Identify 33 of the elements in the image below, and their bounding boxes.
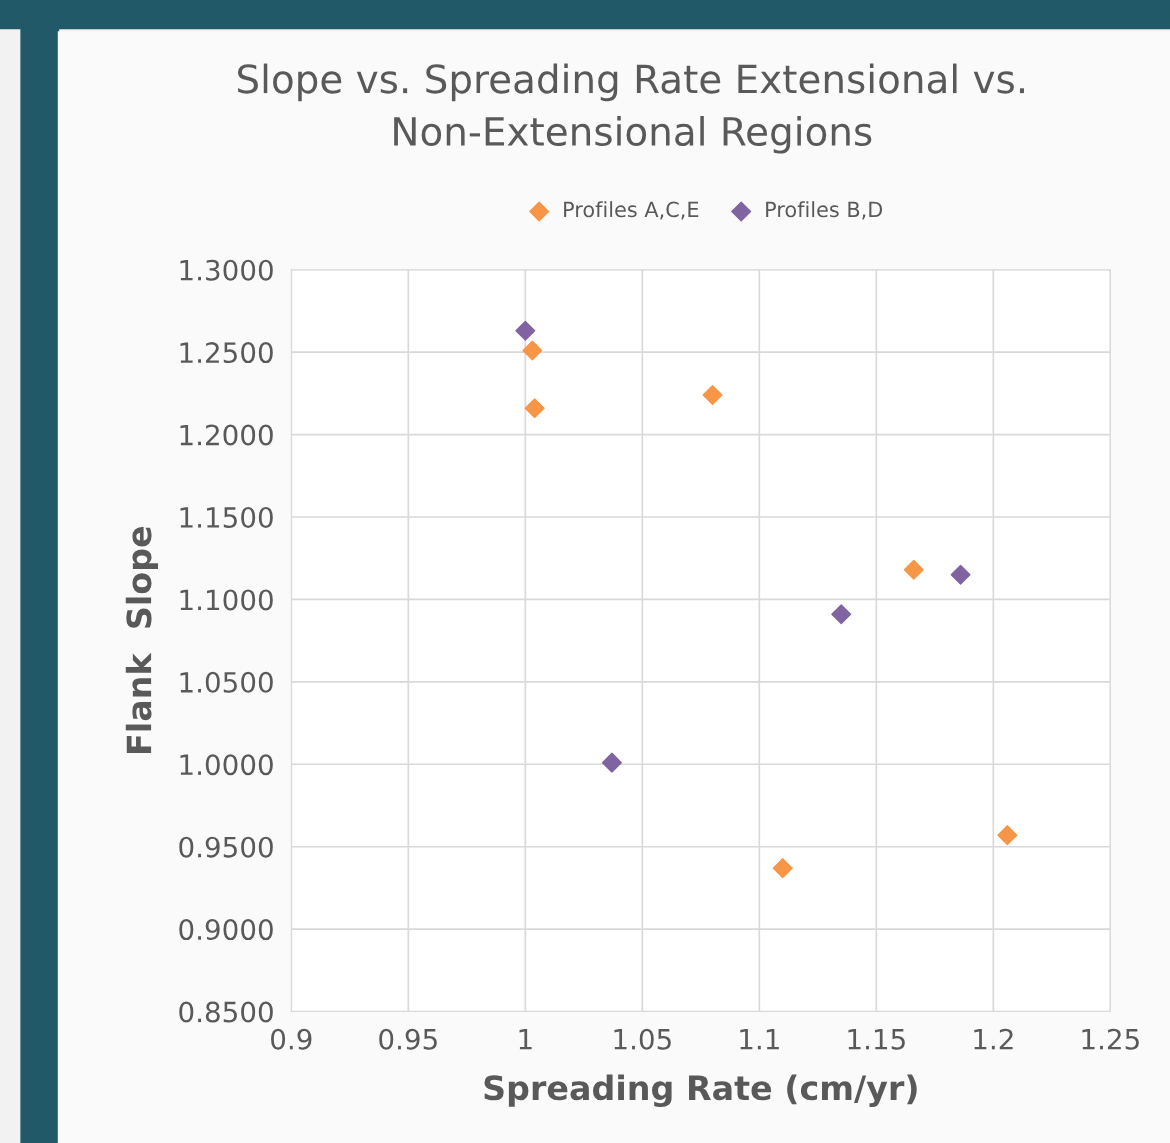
point [524,398,545,419]
legend-label: Profiles B,D [766,201,883,220]
legend-label: Profiles A,C,E [564,201,699,220]
y-tick-label: 1.2500 [180,342,273,364]
y-axis-title: Flank Slope [125,526,159,753]
point [903,559,924,580]
y-tick-label: 1.2000 [180,424,273,446]
y-tick-label: 0.8500 [179,1001,273,1023]
x-tick-label: 1.1 [740,1029,779,1050]
y-tick-label: 1.0500 [180,671,273,693]
x-tick-label: 1 [519,1029,532,1050]
y-tick-label: 1.0000 [180,754,273,776]
y-tick-label: 1.1500 [180,506,273,528]
point [997,825,1018,846]
point [515,320,536,341]
point [702,385,723,406]
point [601,752,622,773]
x-tick-label: 1.15 [848,1029,905,1050]
x-axis-title: Spreading Rate (cm/yr) [484,1074,917,1108]
point [772,858,793,879]
point [522,340,543,361]
point [831,604,852,625]
x-tick-label: 0.9 [271,1028,312,1050]
y-tick-label: 1.1000 [180,589,273,611]
y-tick-label: 0.9500 [179,836,273,858]
x-tick-label: 1.05 [614,1028,671,1050]
x-tick-label: 0.95 [379,1028,437,1050]
x-tick-label: 1.25 [1082,1028,1139,1050]
y-tick-label: 0.9000 [179,919,273,941]
x-tick-label: 1.2 [974,1028,1013,1050]
point [950,564,971,585]
chart-title: Slope vs. Spreading Rate Extensional vs. Non-Extensional Regions [237,63,1024,154]
y-tick-label: 1.3000 [180,259,273,281]
